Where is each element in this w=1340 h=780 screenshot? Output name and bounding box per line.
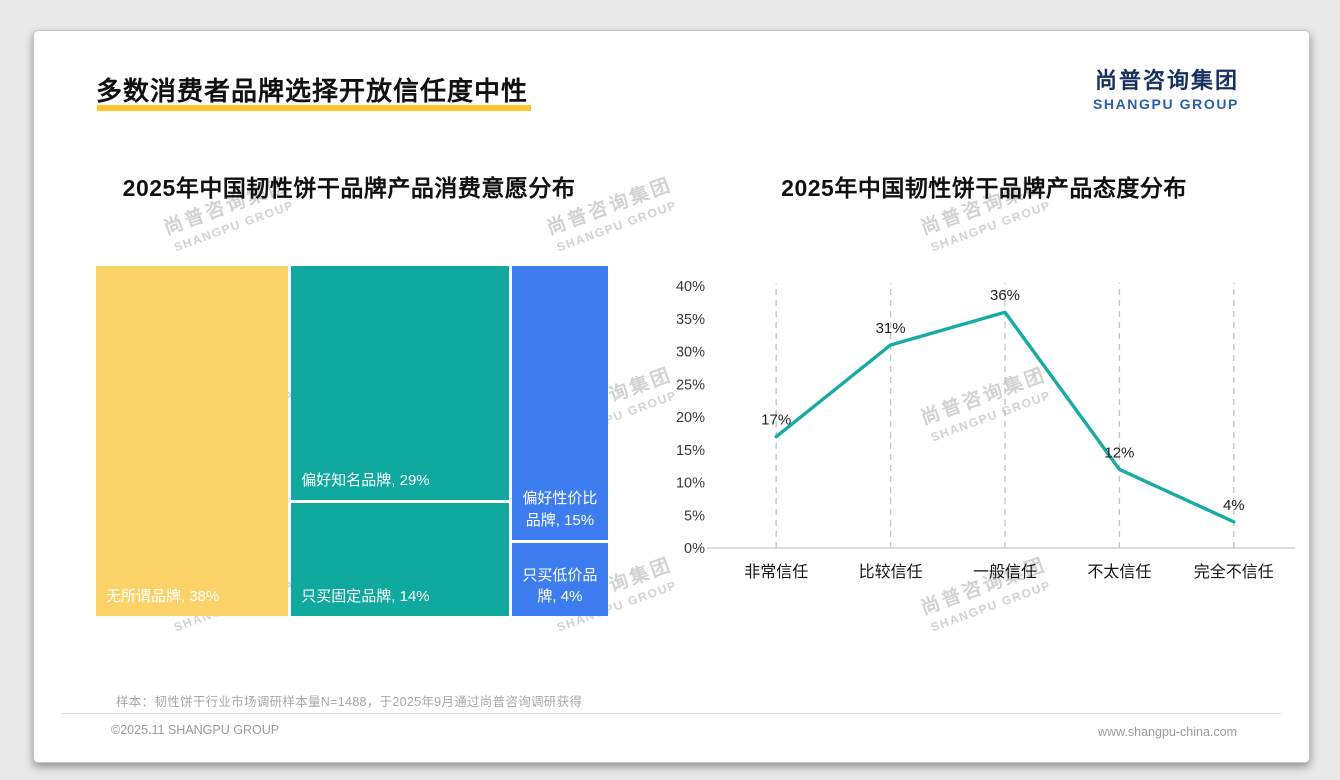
line-chart: 0% 5% 10% 15% 20% 25% 30% 35% 40% 17% 31% 36% 12% 4% 非… bbox=[676, 279, 1295, 581]
brand-logo: 尚普咨询集团 SHANGPU GROUP bbox=[1093, 63, 1239, 112]
treemap-segment: 只买固定品牌, 14% bbox=[291, 503, 509, 616]
treemap-column: 无所谓品牌, 38% bbox=[96, 266, 289, 616]
y-axis-tick-label: 20% bbox=[676, 410, 705, 426]
y-axis-tick-label: 10% bbox=[676, 476, 705, 492]
treemap-segment-label: 无所谓品牌, 38% bbox=[106, 588, 220, 606]
y-axis-tick-label: 5% bbox=[684, 508, 705, 524]
data-label: 17% bbox=[761, 412, 791, 429]
x-axis-category-label: 非常信任 bbox=[744, 563, 808, 581]
treemap-chart-title: 2025年中国韧性饼干品牌产品消费意愿分布 bbox=[122, 175, 576, 201]
data-label: 12% bbox=[1104, 444, 1134, 461]
slide-canvas: 尚普咨询集团 SHANGPU GROUP 尚普咨询集团 SHANGPU GROUP 尚普… bbox=[33, 30, 1310, 763]
treemap-segment: 偏好知名品牌, 29% bbox=[291, 266, 509, 501]
line-chart-title: 2025年中国韧性饼干品牌产品态度分布 bbox=[781, 175, 1187, 201]
footer-divider bbox=[62, 713, 1281, 714]
treemap-column: 偏好性价比品牌, 15% 只买低价品牌, 4% bbox=[511, 266, 608, 616]
x-axis-category-label: 比较信任 bbox=[859, 563, 923, 581]
y-axis-tick-label: 30% bbox=[676, 345, 705, 361]
data-label: 31% bbox=[876, 320, 906, 337]
treemap-segment: 只买低价品牌, 4% bbox=[511, 542, 608, 616]
line-series bbox=[774, 310, 1236, 524]
y-axis-tick-label: 15% bbox=[676, 443, 705, 459]
sample-footnote: 样本：韧性饼干行业市场调研样本量N=1488，于2025年9月通过尚普咨询调研获… bbox=[116, 695, 583, 709]
y-axis-tick-label: 40% bbox=[676, 279, 705, 295]
slide-title: 多数消费者品牌选择开放信任度中性 bbox=[96, 76, 529, 106]
treemap-segment: 偏好性价比品牌, 15% bbox=[511, 266, 608, 540]
treemap-segment-label: 偏好知名品牌, 29% bbox=[301, 472, 430, 490]
brand-name-en: SHANGPU GROUP bbox=[1092, 96, 1239, 112]
x-axis-category-label: 一般信任 bbox=[973, 563, 1037, 581]
website-url: www.shangpu-china.com bbox=[1098, 725, 1237, 739]
data-label: 4% bbox=[1223, 497, 1245, 514]
title-accent-bar bbox=[97, 105, 531, 111]
treemap-chart: 无所谓品牌, 38% 偏好知名品牌, 29% 只买固定品牌, 14% 偏好性价比品牌,… bbox=[96, 266, 608, 616]
x-axis-category-label: 完全不信任 bbox=[1194, 563, 1274, 581]
treemap-segment: 无所谓品牌, 38% bbox=[96, 266, 289, 616]
treemap-segment-label: 偏好性价比品牌, 15% bbox=[522, 490, 598, 530]
x-axis-category-label: 不太信任 bbox=[1087, 563, 1151, 581]
data-label: 36% bbox=[990, 287, 1020, 304]
y-axis-tick-label: 25% bbox=[676, 377, 705, 393]
y-axis-tick-label: 35% bbox=[676, 312, 705, 328]
treemap-segment-label: 只买低价品牌, 4% bbox=[522, 566, 598, 606]
copyright-text: ©2025.11 SHANGPU GROUP bbox=[111, 723, 280, 737]
treemap-column: 偏好知名品牌, 29% 只买固定品牌, 14% bbox=[291, 266, 509, 616]
treemap-segment-label: 只买固定品牌, 14% bbox=[301, 588, 430, 606]
y-axis-tick-label: 0% bbox=[684, 541, 705, 557]
brand-name-cn: 尚普咨询集团 bbox=[1094, 68, 1239, 93]
